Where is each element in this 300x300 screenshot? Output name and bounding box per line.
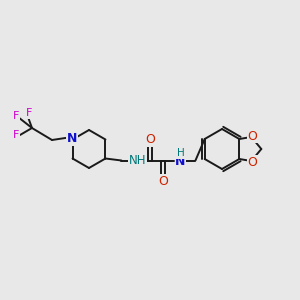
Text: NH: NH	[129, 154, 146, 167]
Text: O: O	[248, 155, 257, 169]
Text: N: N	[68, 132, 78, 145]
Text: O: O	[248, 130, 257, 142]
Text: F: F	[13, 130, 19, 140]
Text: F: F	[26, 108, 32, 118]
Text: O: O	[146, 133, 155, 146]
Text: O: O	[158, 175, 168, 188]
Text: N: N	[67, 130, 77, 142]
Text: H: H	[177, 148, 184, 158]
Text: F: F	[13, 111, 19, 121]
Text: N: N	[175, 155, 186, 168]
